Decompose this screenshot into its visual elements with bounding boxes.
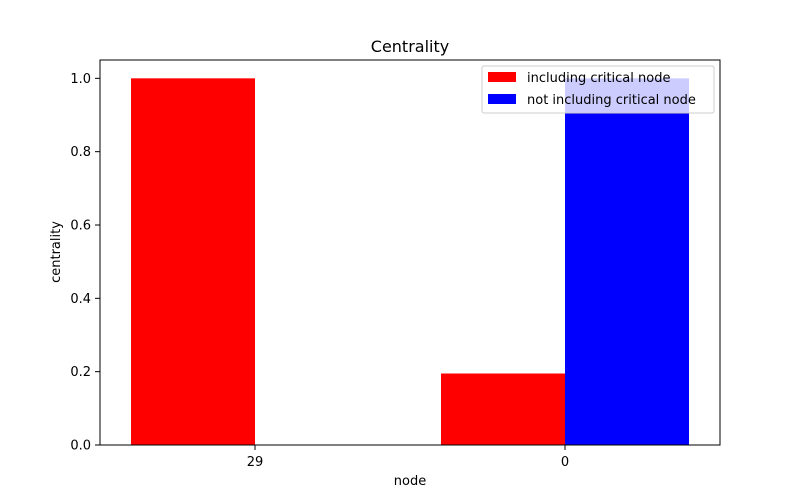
bar-including-critical-node-node-0 [441, 373, 565, 445]
legend-swatch-not-including-critical-node [488, 94, 516, 104]
y-tick-label: 0.0 [70, 439, 91, 454]
legend-swatch-including-critical-node [488, 72, 516, 82]
y-tick-label: 0.2 [70, 365, 91, 380]
x-tick-label: 29 [247, 455, 264, 470]
bar-including-critical-node-node-29 [131, 78, 255, 445]
x-axis-label: node [394, 474, 426, 489]
y-tick-label: 0.8 [70, 145, 91, 160]
legend-frame [481, 65, 715, 114]
y-tick-label: 0.6 [70, 219, 91, 234]
chart-title: Centrality [371, 37, 449, 56]
y-axis: 0.0 0.2 0.4 0.6 0.8 1.0 [70, 72, 100, 454]
legend-label-not-including-critical-node: not including critical node [527, 93, 696, 108]
bar-not-including-critical-node-node-0 [565, 78, 689, 445]
legend-label-including-critical-node: including critical node [527, 71, 670, 86]
legend: including critical node not including cr… [481, 65, 715, 114]
y-axis-label: centrality [49, 221, 64, 283]
y-tick-label: 0.4 [70, 292, 91, 307]
bars-layer [131, 78, 689, 445]
x-axis: 29 0 [247, 445, 569, 470]
plot-frame [99, 59, 721, 446]
y-tick-label: 1.0 [70, 72, 91, 87]
x-tick-label: 0 [561, 455, 569, 470]
